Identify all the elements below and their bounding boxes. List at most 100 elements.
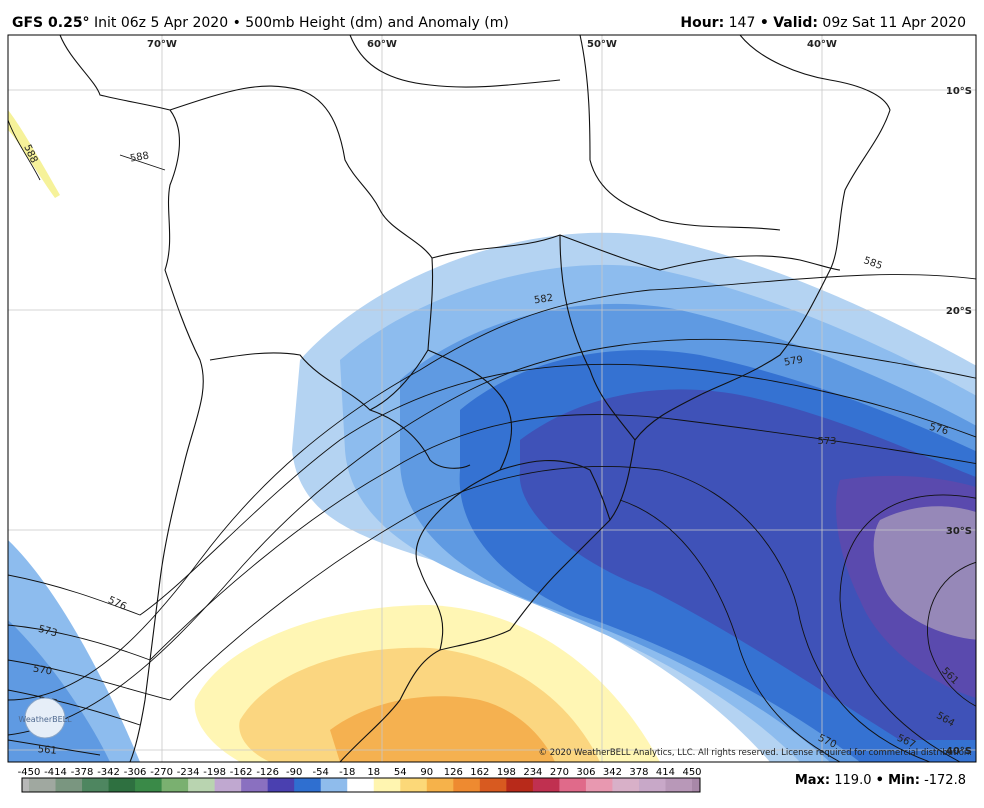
border — [579, 35, 781, 231]
colorbar-swatch — [320, 778, 348, 792]
contour-label: 573 — [37, 624, 58, 640]
colorbar-swatch — [479, 778, 507, 792]
contour-label: 588 — [129, 150, 150, 164]
colorbar-tick-label: 378 — [629, 767, 648, 778]
logo-text: WeatherBELL — [18, 715, 72, 724]
colorbar-tick-label: -306 — [124, 767, 147, 778]
contour-line — [8, 338, 976, 736]
header-right: Hour: 147 • Valid: 09z Sat 11 Apr 2020 — [680, 15, 966, 31]
border — [499, 460, 611, 521]
colorbar-swatch — [214, 778, 242, 792]
colorbar-tick-label: -54 — [313, 767, 329, 778]
contour-line — [8, 465, 931, 762]
contour-label: 561 — [37, 744, 57, 757]
valid-label: Valid: — [773, 15, 818, 31]
colorbar-tick-label: -198 — [203, 767, 226, 778]
anomaly-shading — [8, 110, 976, 762]
model: GFS 0.25° — [12, 15, 90, 31]
colorbar-tick-label: -126 — [256, 767, 279, 778]
hour: 147 — [729, 15, 756, 31]
colorbar-swatch — [188, 778, 216, 792]
hour-label: Hour: — [680, 15, 724, 31]
colorbar-swatch — [373, 778, 401, 792]
latitude-label: 30°S — [946, 526, 972, 537]
colorbar-tick-label: 270 — [550, 767, 569, 778]
colorbar-swatch — [29, 778, 57, 792]
anomaly-area — [519, 389, 976, 740]
colorbar-tick-label: -18 — [339, 767, 355, 778]
border — [559, 234, 636, 441]
colorbar-swatch — [294, 778, 322, 792]
anomaly-area — [873, 506, 976, 640]
colorbar-swatch — [108, 778, 136, 792]
colorbar-tick-label: -342 — [97, 767, 120, 778]
longitude-label: 50°W — [587, 39, 617, 50]
colorbar-tick-label: 306 — [576, 767, 595, 778]
colorbar-swatch — [82, 778, 110, 792]
contour-line — [8, 274, 976, 701]
colorbar-right-cap — [692, 778, 700, 792]
contour-line — [8, 363, 976, 616]
max-label: Max: — [795, 773, 830, 788]
colorbar-swatch — [426, 778, 454, 792]
border — [349, 35, 561, 88]
contour-line — [8, 414, 976, 661]
colorbar-tick-label: 342 — [603, 767, 622, 778]
colorbar-tick-label: 234 — [523, 767, 542, 778]
colorbar-tick-label: -270 — [150, 767, 173, 778]
coastlines — [59, 35, 891, 762]
anomaly-area — [330, 696, 555, 762]
valid: 09z Sat 11 Apr 2020 — [822, 15, 966, 31]
coastline — [339, 35, 891, 762]
height-contours — [8, 119, 976, 762]
colorbar-tick-label: 126 — [444, 767, 463, 778]
colorbar-swatch — [161, 778, 189, 792]
colorbar-tick-label: 450 — [682, 767, 701, 778]
latitude-label: 20°S — [946, 306, 972, 317]
copyright: © 2020 WeatherBELL Analytics, LLC. All r… — [539, 748, 972, 758]
colorbar-swatch — [612, 778, 640, 792]
colorbar-swatch — [135, 778, 163, 792]
colorbar-swatch — [347, 778, 375, 792]
colorbar-tick-label: -378 — [71, 767, 94, 778]
contour-line — [927, 561, 976, 707]
colorbar-tick-label: -414 — [44, 767, 67, 778]
latitude-label: 10°S — [946, 86, 972, 97]
logo: WeatherBELL — [18, 697, 72, 739]
colorbar-tick-label: -450 — [18, 767, 41, 778]
longitude-label: 60°W — [367, 39, 397, 50]
colorbar-swatch — [400, 778, 428, 792]
colorbar-tick-label: -162 — [230, 767, 253, 778]
contour-label: 582 — [533, 293, 553, 307]
latitude-label: 40°S — [946, 746, 972, 757]
graticule — [8, 35, 976, 762]
max-value: 119.0 — [834, 773, 871, 788]
border — [369, 409, 471, 469]
contour-line — [8, 494, 976, 762]
colorbar: -450 -414 -378 -342 -306 -270 -234 -198 -162 -126… — [18, 767, 702, 793]
border — [169, 85, 434, 411]
colorbar-swatch — [267, 778, 295, 792]
footer-stats: Max: 119.0 • Min: -172.8 — [795, 773, 966, 788]
logo-badge — [24, 697, 66, 739]
grid-lines — [8, 35, 976, 762]
colorbar-swatch — [241, 778, 269, 792]
colorbar-tick-label: 54 — [394, 767, 407, 778]
border — [431, 234, 841, 271]
colorbar-tick-label: 90 — [420, 767, 433, 778]
colorbar-swatch — [55, 778, 83, 792]
colorbar-swatch — [506, 778, 534, 792]
contour-label: 570 — [32, 663, 53, 677]
contour-line — [8, 119, 166, 181]
colorbar-tick-label: -90 — [286, 767, 302, 778]
colorbar-swatch — [585, 778, 613, 792]
separator: • — [760, 15, 769, 31]
contour-label: 576 — [928, 422, 949, 438]
contour-line — [8, 499, 841, 762]
longitude-label: 70°W — [147, 39, 177, 50]
colorbar-tick-label: 18 — [367, 767, 380, 778]
colorbar-tick-label: 162 — [470, 767, 489, 778]
colorbar-swatch — [453, 778, 481, 792]
colorbar-left-cap — [22, 778, 29, 792]
